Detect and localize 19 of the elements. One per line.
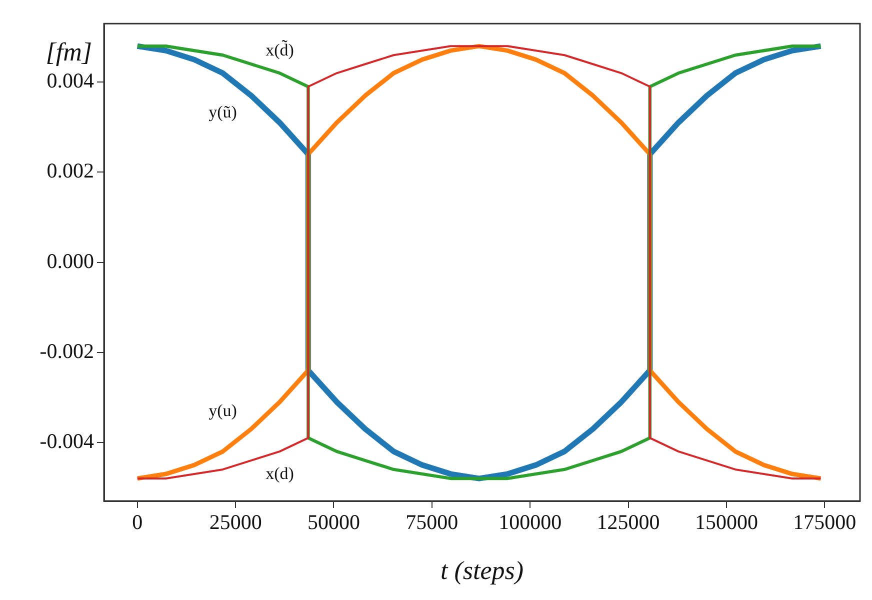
y-tick-label: 0.004 [46,68,94,93]
x-tick-label: 50000 [307,510,360,534]
y-tick-label: 0.002 [46,158,94,183]
x-tick-label: 75000 [406,510,458,534]
x-tick-label: 125000 [596,510,660,534]
series-label: y(u) [208,400,237,420]
x-tick-label: 150000 [694,510,758,534]
y-tick-label: -0.004 [40,428,94,453]
x-tick-label: 100000 [498,510,562,534]
y-tick-label: 0.000 [46,248,94,273]
x-axis-title: t (steps) [440,556,524,586]
y-axis-title: [fm] [46,37,92,66]
x-tick-label: 25000 [209,510,262,534]
series-label: x(d) [266,464,294,483]
series-label: x(d̃) [266,40,294,60]
x-tick-label: 0 [132,510,143,534]
series-label: y(ũ) [208,102,237,122]
x-tick-label: 175000 [793,510,856,534]
y-tick-label: -0.002 [40,338,94,363]
